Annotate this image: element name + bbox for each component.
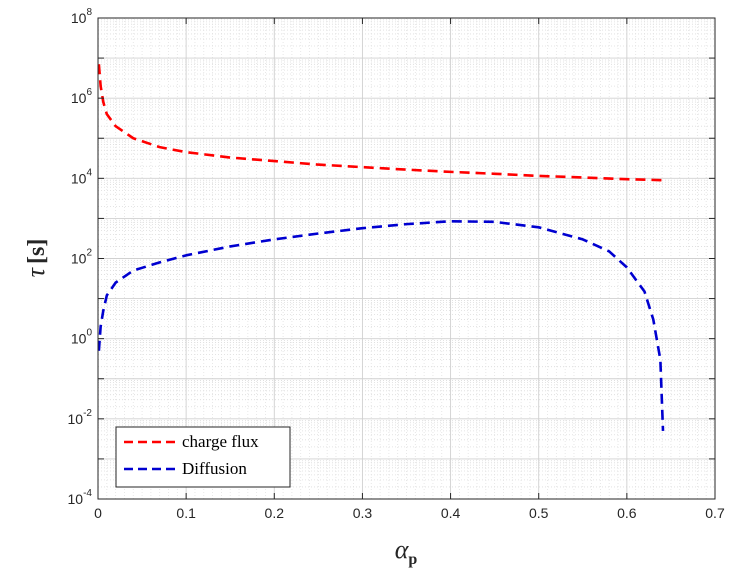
x-axis-title: αp [395,535,418,568]
y-tick-label: 108 [71,7,93,26]
y-axis-title: τ[s] [21,239,50,278]
x-tick-label: 0.7 [705,505,725,521]
legend-label-charge-flux: charge flux [182,432,259,451]
y-tick-label: 106 [71,87,93,106]
x-tick-label: 0.2 [265,505,285,521]
x-tick-label: 0.6 [617,505,637,521]
y-tick-label: 10-2 [68,408,93,427]
y-tick-label: 104 [71,167,93,186]
legend-box [115,426,291,488]
series-line-charge-flux [97,64,663,182]
y-tick-label: 10-4 [68,488,93,507]
x-tick-labels: 0 0.1 0.2 0.3 0.4 0.5 0.6 0.7 [94,505,725,521]
x-tick-label: 0.1 [176,505,196,521]
legend: charge flux Diffusion [115,426,291,488]
y-tick-label: 102 [71,248,93,267]
x-tick-label: 0 [94,505,102,521]
series-line-diffusion [97,219,665,431]
series-layer [97,64,665,431]
x-tick-label: 0.3 [353,505,373,521]
svg-text:τ[s]: τ[s] [21,239,50,278]
x-tick-label: 0.4 [441,505,461,521]
x-tick-label: 0.5 [529,505,549,521]
y-tick-label: 100 [71,328,93,347]
legend-label-diffusion: Diffusion [182,459,247,478]
y-tick-labels: 10-4 10-2 100 102 104 106 108 [68,7,93,507]
axis-ticks [97,18,716,499]
